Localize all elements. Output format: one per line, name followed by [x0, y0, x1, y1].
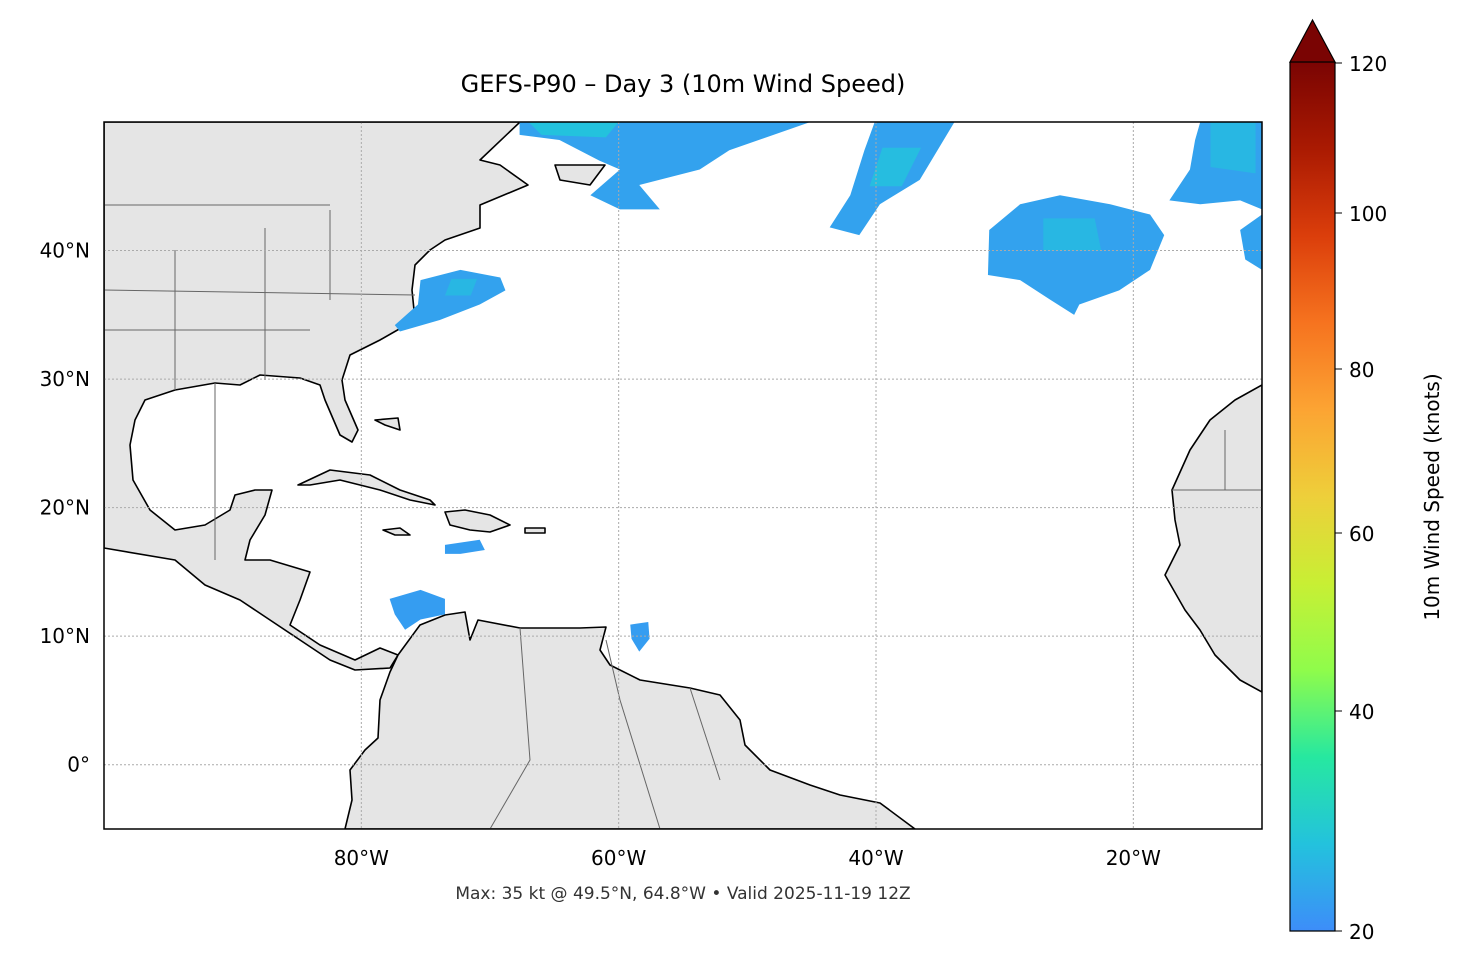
- border-line: [489, 627, 531, 829]
- y-tick-label: 0°: [67, 753, 90, 777]
- colorbar-label: 10m Wind Speed (knots): [1420, 373, 1444, 621]
- wind-region: [519, 122, 811, 210]
- land-cuba: [297, 469, 436, 506]
- wind-region: [987, 195, 1165, 315]
- y-tick-label: 10°N: [40, 624, 90, 648]
- land-puerto-rico: [524, 527, 546, 534]
- wind-region: [1043, 218, 1102, 251]
- wind-region: [444, 539, 485, 554]
- wind-region: [528, 122, 619, 138]
- colorbar: [1290, 62, 1335, 931]
- colorbar-tick-label: 80: [1349, 358, 1374, 382]
- land-jamaica: [382, 527, 411, 536]
- y-tick-label: 30°N: [40, 367, 90, 391]
- y-tick-label: 40°N: [40, 239, 90, 263]
- wind-region: [389, 589, 445, 630]
- colorbar-tick-label: 100: [1349, 202, 1387, 226]
- border-line: [605, 639, 661, 829]
- wind-region: [630, 622, 650, 652]
- colorbar-extend-arrow: [1288, 18, 1337, 63]
- border-line: [104, 289, 416, 296]
- wind-region: [444, 278, 478, 296]
- land-africa: [1164, 384, 1262, 693]
- wind-region: [394, 269, 506, 332]
- x-tick-label: 40°W: [848, 846, 903, 870]
- border-line: [689, 687, 721, 781]
- colorbar-tick-label: 60: [1349, 522, 1374, 546]
- map-title: GEFS-P90 – Day 3 (10m Wind Speed): [460, 70, 906, 98]
- max-wind-footer: Max: 35 kt @ 49.5°N, 64.8°W • Valid 2025…: [455, 884, 911, 904]
- wind-region: [869, 147, 922, 187]
- land-north-america: [104, 122, 529, 671]
- x-tick-label: 80°W: [334, 846, 389, 870]
- y-tick-label: 20°N: [40, 496, 90, 520]
- map-frame: [103, 121, 1263, 830]
- wind-region: [1240, 214, 1262, 270]
- colorbar-tick-label: 120: [1349, 52, 1387, 76]
- colorbar-frame: [1289, 62, 1336, 932]
- colorbar-tick-label: 20: [1349, 920, 1374, 944]
- x-tick-label: 20°W: [1106, 846, 1161, 870]
- land-bahamas: [374, 417, 401, 431]
- map-layers: [104, 122, 1262, 829]
- land-nova-scotia: [554, 164, 606, 186]
- x-tick-label: 60°W: [591, 846, 646, 870]
- wind-region: [1210, 122, 1256, 174]
- land-hispaniola: [444, 509, 511, 533]
- land-south-america: [344, 611, 916, 829]
- colorbar-tick-label: 40: [1349, 700, 1374, 724]
